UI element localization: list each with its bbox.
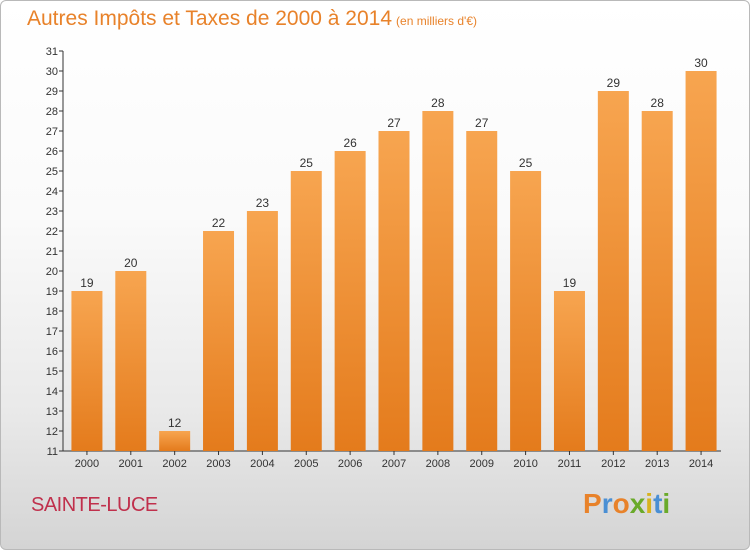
x-tick-label: 2009 [469,458,493,470]
x-tick-label: 2006 [338,458,362,470]
x-tick-label: 2008 [426,458,450,470]
bar-value-label: 25 [300,156,314,170]
bar [378,131,410,451]
y-tick-label: 17 [46,326,58,338]
y-tick-label: 16 [46,346,58,358]
proxiti-logo: Proxiti [583,488,670,520]
logo-letter: t [653,488,663,519]
bar [685,71,717,451]
y-tick-label: 31 [46,46,58,58]
bar [553,291,585,451]
logo-letter: i [662,488,671,519]
bar [466,131,498,451]
y-tick-label: 15 [46,366,58,378]
bar-value-label: 27 [475,116,489,130]
bar-value-label: 29 [607,76,621,90]
bar [597,91,629,451]
bar-value-label: 25 [519,156,533,170]
x-tick-label: 2004 [250,458,274,470]
chart-title-text: Autres Impôts et Taxes de 2000 à 2014 [27,7,393,30]
bar [246,211,278,451]
y-tick-label: 19 [46,286,58,298]
x-tick-label: 2013 [645,458,669,470]
bar-value-label: 23 [256,196,270,210]
logo-letter: o [612,488,630,519]
bar [641,111,673,451]
logo-letter: x [629,488,646,519]
y-tick-label: 30 [46,66,58,78]
x-tick-label: 2010 [513,458,537,470]
bar [115,271,147,451]
x-tick-label: 2000 [75,458,99,470]
x-tick-label: 2007 [382,458,406,470]
bar-value-label: 27 [387,116,401,130]
y-tick-label: 14 [46,386,58,398]
city-name: SAINTE-LUCE [31,494,158,516]
logo-letter: i [645,488,654,519]
y-tick-label: 27 [46,126,58,138]
y-tick-label: 12 [46,426,58,438]
bar-value-label: 22 [212,216,226,230]
bar [510,171,542,451]
y-tick-label: 23 [46,206,58,218]
x-tick-label: 2012 [601,458,625,470]
logo-letter: r [601,488,613,519]
bar-value-label: 30 [694,56,708,70]
x-tick-label: 2014 [689,458,713,470]
x-tick-label: 2005 [294,458,318,470]
y-tick-label: 20 [46,266,58,278]
y-tick-label: 24 [46,186,58,198]
bar-value-label: 20 [124,256,138,270]
y-tick-label: 21 [46,246,58,258]
bar-value-label: 19 [80,276,94,290]
bar [334,151,366,451]
y-tick-label: 13 [46,406,58,418]
bar [71,291,103,451]
y-tick-label: 26 [46,146,58,158]
chart-title: Autres Impôts et Taxes de 2000 à 2014 (en… [27,7,477,31]
logo-letter: P [583,488,602,519]
y-tick-label: 25 [46,166,58,178]
x-tick-label: 2003 [206,458,230,470]
y-tick-label: 18 [46,306,58,318]
bar-value-label: 26 [343,136,357,150]
y-tick-label: 11 [47,446,58,458]
x-tick-label: 2002 [162,458,186,470]
bar [290,171,322,451]
bar [422,111,454,451]
bar [159,431,191,451]
x-tick-label: 2001 [119,458,143,470]
bar-value-label: 28 [431,96,445,110]
bar-value-label: 12 [168,416,182,430]
bar-value-label: 28 [651,96,665,110]
bar [203,231,235,451]
y-tick-label: 29 [46,86,58,98]
y-tick-label: 22 [46,226,58,238]
x-tick-label: 2011 [558,458,582,470]
y-tick-label: 28 [46,106,58,118]
bar-value-label: 19 [563,276,577,290]
chart-unit: (en milliers d'€) [396,14,478,28]
